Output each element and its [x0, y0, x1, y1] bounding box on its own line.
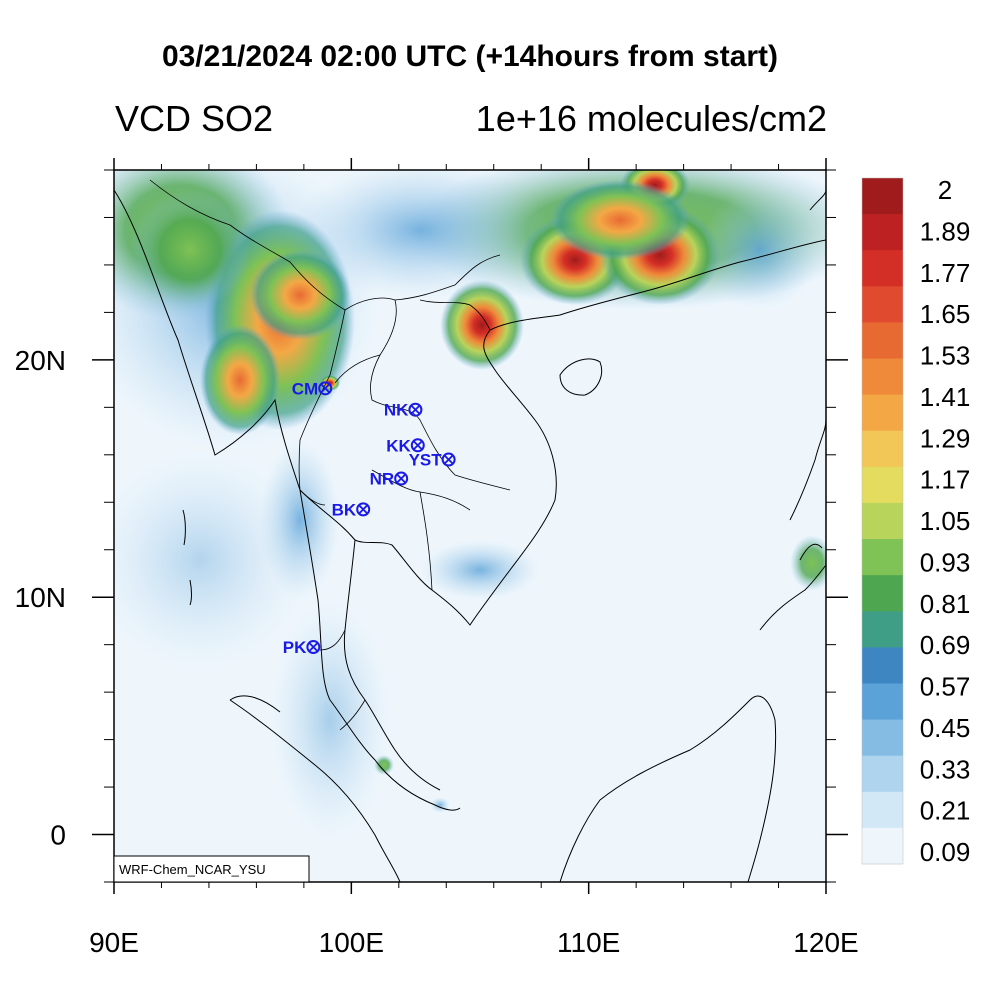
- colorbar-swatch: [862, 466, 903, 504]
- map-frame: [113, 169, 827, 883]
- colorbar-swatch: [862, 322, 903, 360]
- station-yst: YST: [409, 451, 456, 470]
- model-credit-text: WRF-Chem_NCAR_YSU: [119, 862, 266, 877]
- colorbar-swatch: [862, 791, 903, 829]
- so2-field: [114, 170, 826, 882]
- y-tick-label: 10N: [15, 582, 66, 613]
- station-pk: PK: [283, 638, 321, 657]
- colorbar-label: 1.89: [920, 216, 971, 246]
- x-tick-label: 110E: [557, 927, 620, 958]
- units-label: 1e+16 molecules/cm2: [475, 98, 827, 139]
- station-cross-mark: [410, 404, 421, 415]
- colorbar-label: 0.33: [920, 754, 971, 784]
- station-label: NK: [384, 401, 409, 420]
- station-cross-mark: [412, 440, 423, 451]
- colorbar-swatch: [862, 394, 903, 432]
- x-axis: 90E 100E 110E 120E: [89, 158, 859, 958]
- station-cross-mark: [443, 454, 454, 465]
- station-bk: BK: [332, 500, 371, 519]
- colorbar-swatch: [862, 286, 903, 323]
- colorbar-label: 0.69: [920, 630, 971, 660]
- colorbar-swatch: [862, 719, 903, 757]
- station-kk: KK: [386, 436, 425, 455]
- station-cm: CM: [292, 379, 333, 398]
- colorbar-swatch: [862, 647, 903, 684]
- station-marker-icon: [394, 471, 409, 486]
- colorbar-swatch: [862, 611, 903, 648]
- colorbar-label: 0.93: [920, 547, 971, 577]
- colorbar-label: 1.05: [920, 506, 971, 536]
- station-nr: NR: [370, 470, 409, 489]
- colorbar-label: 0.81: [920, 589, 971, 619]
- colorbar-swatch: [862, 250, 903, 287]
- station-label: PK: [283, 638, 307, 657]
- station-marker-icon: [408, 402, 423, 417]
- x-tick-label: 90E: [89, 927, 139, 958]
- colorbar-label: 1.41: [920, 382, 971, 412]
- station-marker-icon: [441, 452, 456, 467]
- x-tick-label: 100E: [319, 927, 384, 958]
- colorbar-label: 2: [938, 175, 952, 205]
- colorbar-label: 1.29: [920, 423, 971, 453]
- x-tick-label: 120E: [793, 927, 858, 958]
- station-cross-mark: [396, 473, 407, 484]
- station-label: YST: [409, 451, 443, 470]
- colorbar-label: 0.45: [920, 713, 971, 743]
- station-label: KK: [386, 436, 411, 455]
- colorbar-swatch: [862, 755, 903, 793]
- colorbar-swatch: [862, 178, 903, 215]
- colorbar-label: 0.57: [920, 672, 971, 702]
- station-cross-mark: [358, 504, 369, 515]
- colorbar-swatch: [862, 358, 903, 396]
- colorbar-label: 0.09: [920, 837, 971, 867]
- colorbar-swatch: [862, 827, 903, 865]
- map-title: 03/21/2024 02:00 UTC (+14hours from star…: [161, 40, 779, 73]
- station-marker-icon: [356, 502, 371, 517]
- station-label: BK: [332, 500, 357, 519]
- station-marker-icon: [410, 438, 425, 453]
- station-nk: NK: [384, 401, 423, 420]
- colorbar-swatch: [862, 214, 903, 251]
- y-tick-label: 0: [50, 820, 66, 851]
- y-axis: 0 10N 20N: [15, 345, 848, 851]
- colorbar-label: 1.77: [920, 258, 971, 288]
- station-label: NR: [370, 470, 395, 489]
- station-cross-mark: [308, 642, 319, 652]
- colorbar: 2 1.89 1.77 1.65 1.53 1.41 1.29 1.17 1.05 0.93 0.8…: [861, 175, 971, 867]
- country-borders: [149, 179, 511, 731]
- minor-ticks: [104, 164, 836, 888]
- colorbar-swatch: [862, 683, 903, 721]
- colorbar-swatch: [862, 575, 903, 612]
- colorbar-swatch: [862, 430, 903, 468]
- colorbar-swatch: [862, 502, 903, 540]
- station-label: CM: [292, 379, 318, 398]
- colorbar-label: 1.53: [920, 341, 971, 371]
- coastlines: [114, 189, 826, 882]
- station-cross-mark: [320, 383, 331, 394]
- y-tick-label: 20N: [15, 345, 66, 376]
- station-marker-icon: [306, 640, 321, 655]
- station-marker-icon: [318, 381, 333, 396]
- colorbar-label: 0.21: [920, 796, 971, 826]
- colorbar-swatch: [862, 539, 903, 576]
- variable-name: VCD SO2: [115, 98, 274, 139]
- colorbar-frame: [861, 177, 904, 865]
- model-credit: WRF-Chem_NCAR_YSU: [113, 855, 310, 883]
- colorbar-label: 1.65: [920, 299, 971, 329]
- colorbar-label: 1.17: [920, 465, 971, 495]
